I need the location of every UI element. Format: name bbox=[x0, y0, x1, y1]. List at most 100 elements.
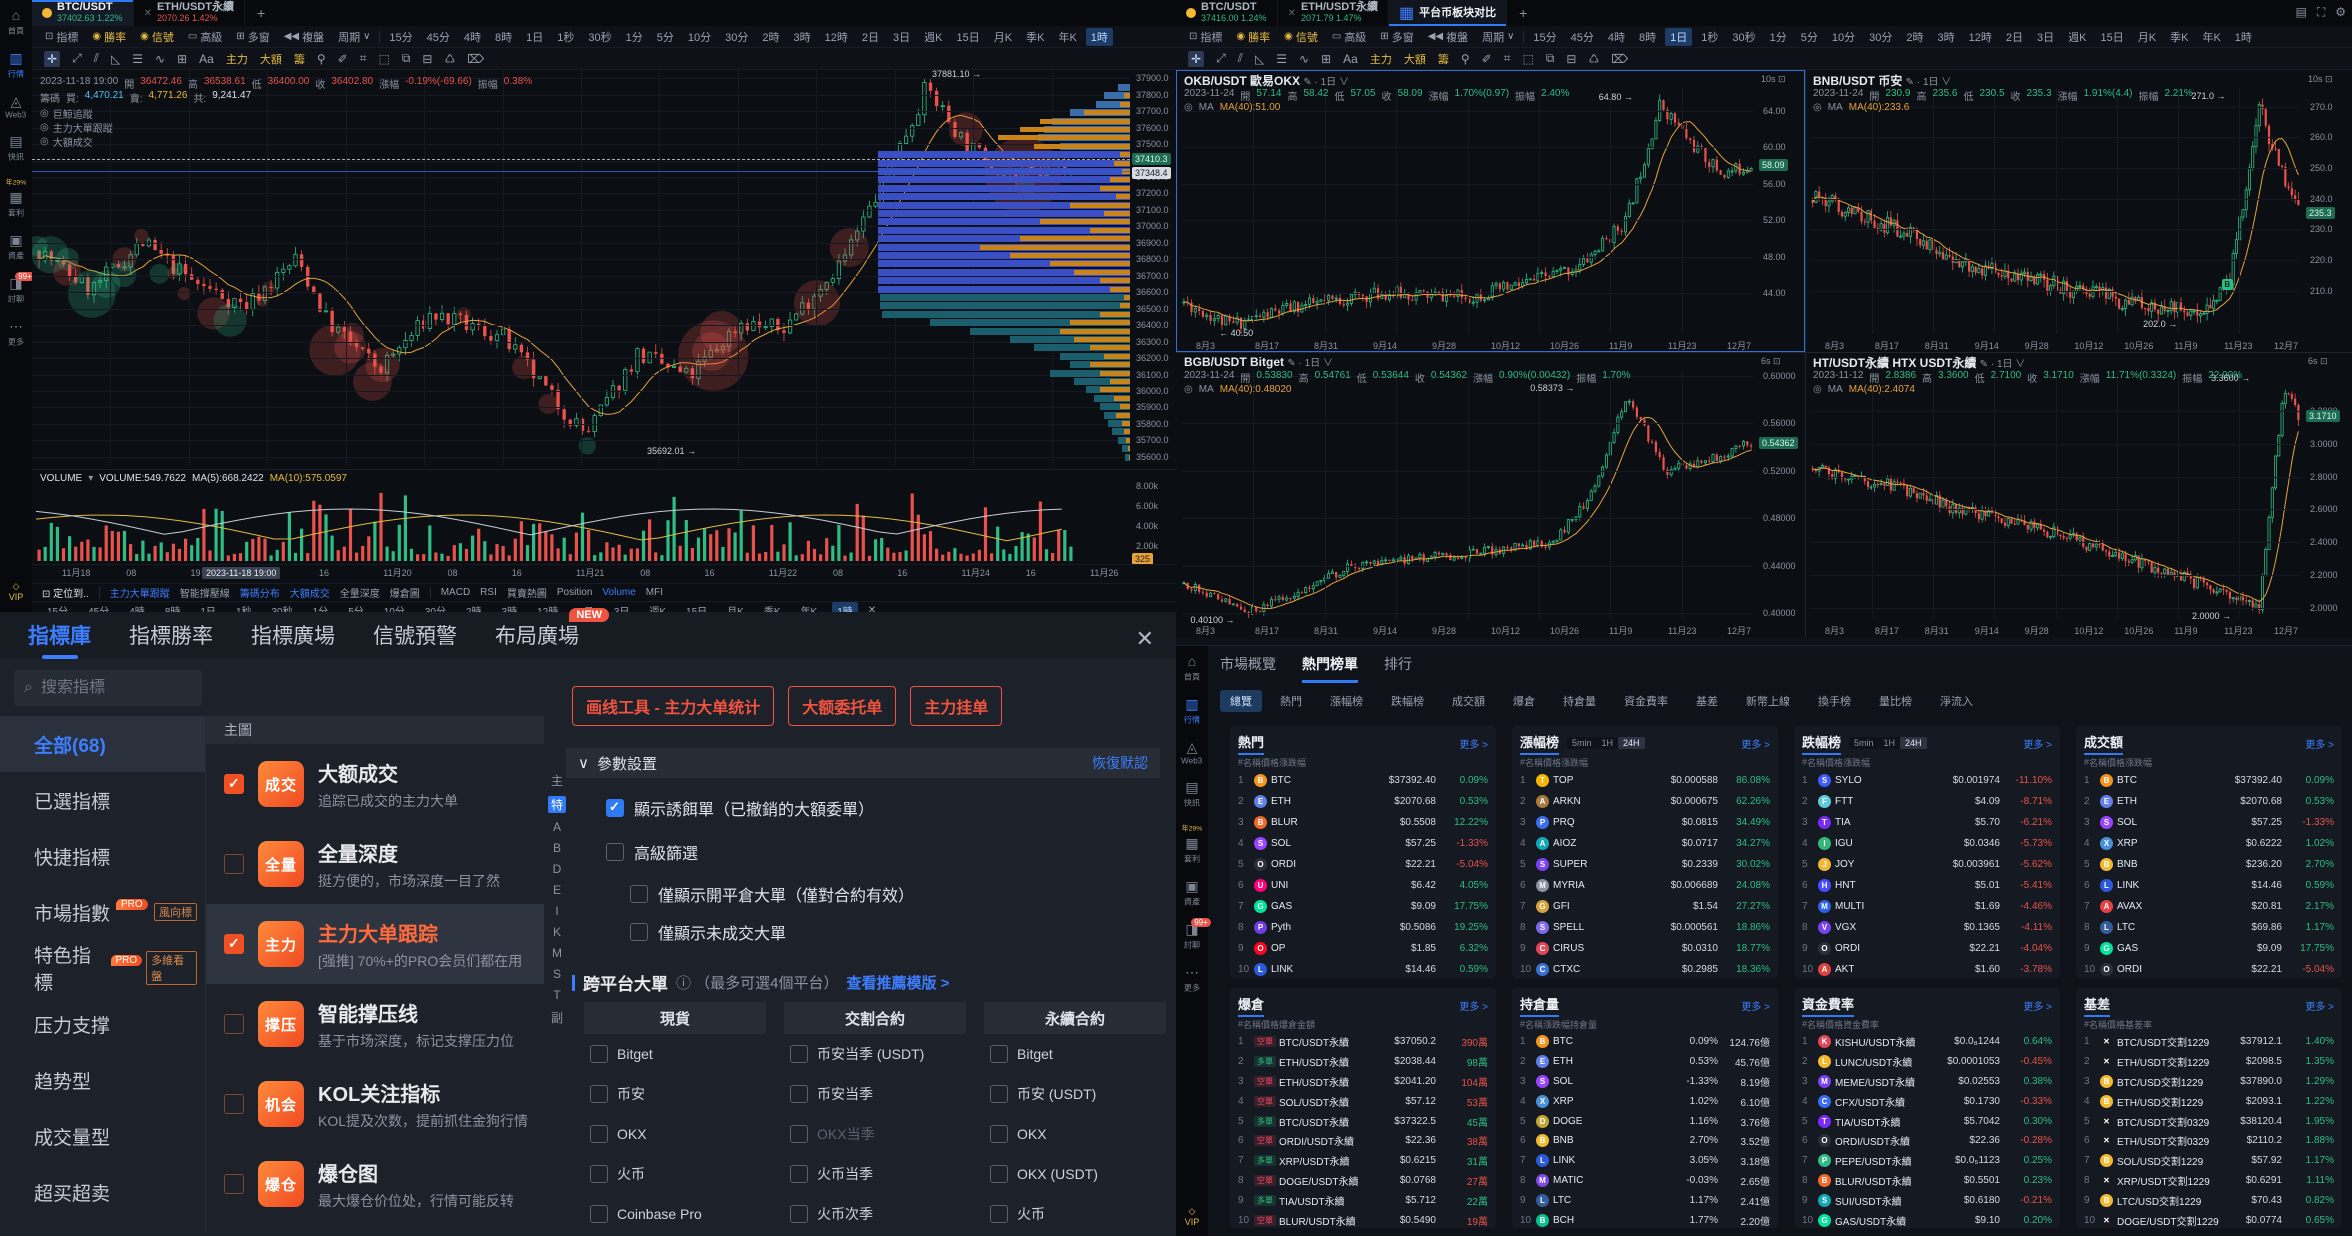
draw-tool-icon-15[interactable]: ⧉ bbox=[1545, 51, 1555, 65]
timeframe-1分[interactable]: 1分 bbox=[625, 31, 643, 44]
vip-badge[interactable]: ◇ VIP bbox=[8, 581, 24, 602]
toolbar-複盤[interactable]: ◀◀ 複盤 bbox=[279, 29, 329, 45]
table-row[interactable]: 10 A AKT $1.60 -3.78% bbox=[1802, 959, 2052, 980]
chart-link-MFI[interactable]: MFI bbox=[645, 587, 663, 598]
toolbar-勝率[interactable]: ◉ 勝率 bbox=[87, 29, 131, 45]
checkbox[interactable] bbox=[790, 1165, 808, 1183]
timeframe-4時[interactable]: 4時 bbox=[463, 31, 482, 44]
timeframe-季K[interactable]: 季K bbox=[1026, 31, 1045, 44]
new-tab-button[interactable]: + bbox=[256, 5, 266, 21]
table-row[interactable]: 5 ✕ BTC/USDT交割0329 $38120.4 1.95% bbox=[2084, 1111, 2334, 1131]
indicator-checkbox[interactable] bbox=[224, 1094, 244, 1114]
symbol-tab[interactable]: BTC/USDT 37402.63 1.22% bbox=[32, 0, 134, 26]
checkbox[interactable] bbox=[590, 1085, 608, 1103]
platform-option-Bitget[interactable]: Bitget bbox=[584, 1034, 766, 1074]
setting-check-1[interactable]: 高級篩選 bbox=[606, 840, 698, 864]
platform-option-币安[interactable]: 币安 bbox=[584, 1074, 766, 1114]
table-row[interactable]: 6 H HNT $5.01 -5.41% bbox=[1802, 875, 2052, 896]
table-row[interactable]: 4 C CFX/USDT永續 $0.1730 -0.33% bbox=[1802, 1091, 2052, 1111]
platform-option-OKX (USDT)[interactable]: OKX (USDT) bbox=[984, 1154, 1166, 1194]
table-row[interactable]: 10 O ORDI $22.21 -5.04% bbox=[2084, 959, 2334, 980]
toolbar-多窗[interactable]: ⊞ 多窗 bbox=[1375, 29, 1418, 45]
table-row[interactable]: 5 多單 BTC/USDT永續 $37322.5 45萬 bbox=[1238, 1111, 1488, 1131]
platform-option-火币[interactable]: 火币 bbox=[584, 1154, 766, 1194]
checkbox[interactable] bbox=[590, 1125, 608, 1143]
setting-check-0[interactable]: 顯示誘餌單（已撤銷的大額委單） bbox=[606, 796, 874, 820]
mini-chart-canvas[interactable] bbox=[1805, 70, 2352, 352]
checkbox[interactable] bbox=[790, 1205, 808, 1223]
dialog-tab-布局廣場[interactable]: 布局廣場 NEW bbox=[495, 608, 609, 650]
toolbar-周期[interactable]: 周期 ∨ bbox=[1477, 29, 1519, 45]
timeframe-年K[interactable]: 年K bbox=[1058, 31, 1077, 44]
index-letter-S[interactable]: S bbox=[552, 967, 561, 981]
table-row[interactable]: 9 L LTC 1.17% 2.41億 bbox=[1520, 1190, 1770, 1210]
market-tab-市場概覽[interactable]: 市場概覽 bbox=[1220, 656, 1276, 672]
indicator-checkbox[interactable] bbox=[224, 774, 244, 794]
category-超买超卖[interactable]: 超买超卖 bbox=[0, 1164, 205, 1220]
toolbar-高級[interactable]: ▭ 高級 bbox=[1327, 29, 1371, 45]
table-row[interactable]: 7 G GAS $9.09 17.75% bbox=[1238, 896, 1488, 917]
sidebar-item-news[interactable]: ▤ 快訊 bbox=[1183, 780, 1201, 809]
table-row[interactable]: 3 B BTC/USD交割1229 $37890.0 1.29% bbox=[2084, 1072, 2334, 1092]
draw-tool-icon-4[interactable]: ☰ bbox=[1276, 51, 1288, 66]
legend-大額成交[interactable]: ◎ 大額成交 bbox=[40, 134, 93, 149]
draw-tool-icon-18[interactable]: ⌦ bbox=[467, 51, 485, 66]
index-letter-I[interactable]: I bbox=[555, 904, 559, 918]
draw-tool-icon-1[interactable]: ⤢ bbox=[72, 51, 82, 65]
table-row[interactable]: 7 A AVAX $20.81 2.17% bbox=[2084, 896, 2334, 917]
table-row[interactable]: 9 C CIRUS $0.0310 18.77% bbox=[1520, 938, 1770, 959]
toggle-24H[interactable]: 24H bbox=[1900, 737, 1927, 749]
period-label[interactable]: ✎ · 1日 ∨ bbox=[1905, 77, 1952, 88]
chip-資金費率[interactable]: 資金費率 bbox=[1624, 696, 1668, 708]
table-row[interactable]: 2 E ETH $2070.68 0.53% bbox=[1238, 791, 1488, 812]
sidebar-item-markets[interactable]: ▥ 行情 bbox=[1183, 697, 1201, 726]
draw-tool-icon-13[interactable]: ⌗ bbox=[1503, 51, 1511, 65]
symbol-tab[interactable]: ✕ ETH/USDT永續 2071.79 1.47% bbox=[1278, 0, 1389, 26]
table-row[interactable]: 5 O ORDI $22.21 -5.04% bbox=[1238, 854, 1488, 875]
sidebar-item-home[interactable]: ⌂ 首頁 bbox=[1183, 654, 1201, 683]
category-全部(68)[interactable]: 全部(68) bbox=[0, 716, 205, 772]
timeframe-5分[interactable]: 5分 bbox=[1800, 31, 1818, 44]
table-row[interactable]: 10 B BCH 1.77% 2.20億 bbox=[1520, 1210, 1770, 1230]
close-tab-icon[interactable]: ✕ bbox=[143, 7, 152, 19]
table-row[interactable]: 4 X XRP $0.6222 1.02% bbox=[2084, 833, 2334, 854]
tool-button-主力挂单[interactable]: 主力挂单 bbox=[910, 686, 1003, 726]
table-row[interactable]: 1 B BTC $37392.40 0.09% bbox=[2084, 770, 2334, 791]
timeframe-3日[interactable]: 3日 bbox=[893, 31, 911, 44]
platform-option-Bitget[interactable]: Bitget bbox=[984, 1034, 1166, 1074]
table-row[interactable]: 10 L LINK $14.46 0.59% bbox=[1238, 959, 1488, 980]
checkbox[interactable] bbox=[590, 1205, 608, 1223]
chart-link-定位到..[interactable]: ⊡ 定位到.. bbox=[42, 589, 89, 600]
category-特色指標[interactable]: 特色指標 PRO 多維看盤 bbox=[0, 940, 205, 996]
timeframe-10分[interactable]: 10分 bbox=[1831, 31, 1856, 44]
chip-換手榜[interactable]: 換手榜 bbox=[1818, 696, 1851, 708]
toggle-24H[interactable]: 24H bbox=[1618, 737, 1645, 749]
mini-chart-2[interactable]: 270.0 260.0 250.0 240.0 230.0 220.0 210.0 BNB/U… bbox=[1805, 70, 2352, 352]
timeframe-季K[interactable]: 季K bbox=[2170, 31, 2189, 44]
symbol-tab[interactable]: ▦ 平台币板块对比 bbox=[1388, 0, 1508, 26]
timeframe-2日[interactable]: 2日 bbox=[861, 31, 880, 44]
chip-漲幅榜[interactable]: 漲幅榜 bbox=[1330, 696, 1363, 708]
chip-爆倉[interactable]: 爆倉 bbox=[1513, 696, 1535, 708]
table-row[interactable]: 5 S SUPER $0.2339 30.02% bbox=[1520, 854, 1770, 875]
indicator-checkbox[interactable] bbox=[224, 1014, 244, 1034]
checkbox[interactable] bbox=[606, 799, 624, 817]
table-row[interactable]: 2 A ARKN $0.000675 62.26% bbox=[1520, 791, 1770, 812]
indicator-checkbox[interactable] bbox=[224, 854, 244, 874]
sidebar-item-chat[interactable]: ◨ 99+ 討聊 bbox=[7, 272, 35, 305]
chart-link-爆倉圖[interactable]: 爆倉圖 bbox=[389, 589, 420, 600]
chart-link-全量深度[interactable]: 全量深度 bbox=[339, 589, 380, 600]
more-link[interactable]: 更多 > bbox=[1741, 1001, 1770, 1013]
chip-跌幅榜[interactable]: 跌幅榜 bbox=[1391, 696, 1424, 708]
indicator-item-全量深度[interactable]: 全量 全量深度 挺方便的，市场深度一目了然 bbox=[206, 824, 544, 904]
table-row[interactable]: 8 P Pyth $0.5086 19.25% bbox=[1238, 917, 1488, 938]
toolbar-高級[interactable]: ▭ 高級 bbox=[183, 29, 227, 45]
dialog-tab-指標庫[interactable]: 指標庫 bbox=[28, 620, 91, 650]
chip-淨流入[interactable]: 淨流入 bbox=[1940, 696, 1973, 708]
timeframe-1秒[interactable]: 1秒 bbox=[1701, 31, 1719, 44]
table-row[interactable]: 9 O ORDI $22.21 -4.04% bbox=[1802, 938, 2052, 959]
dialog-tab-信號預警[interactable]: 信號預警 bbox=[373, 625, 457, 648]
timeframe-45分[interactable]: 45分 bbox=[426, 31, 450, 44]
draw-tool-icon-16[interactable]: ⊟ bbox=[1566, 51, 1577, 66]
dialog-tab-指標廣場[interactable]: 指標廣場 bbox=[251, 625, 335, 648]
